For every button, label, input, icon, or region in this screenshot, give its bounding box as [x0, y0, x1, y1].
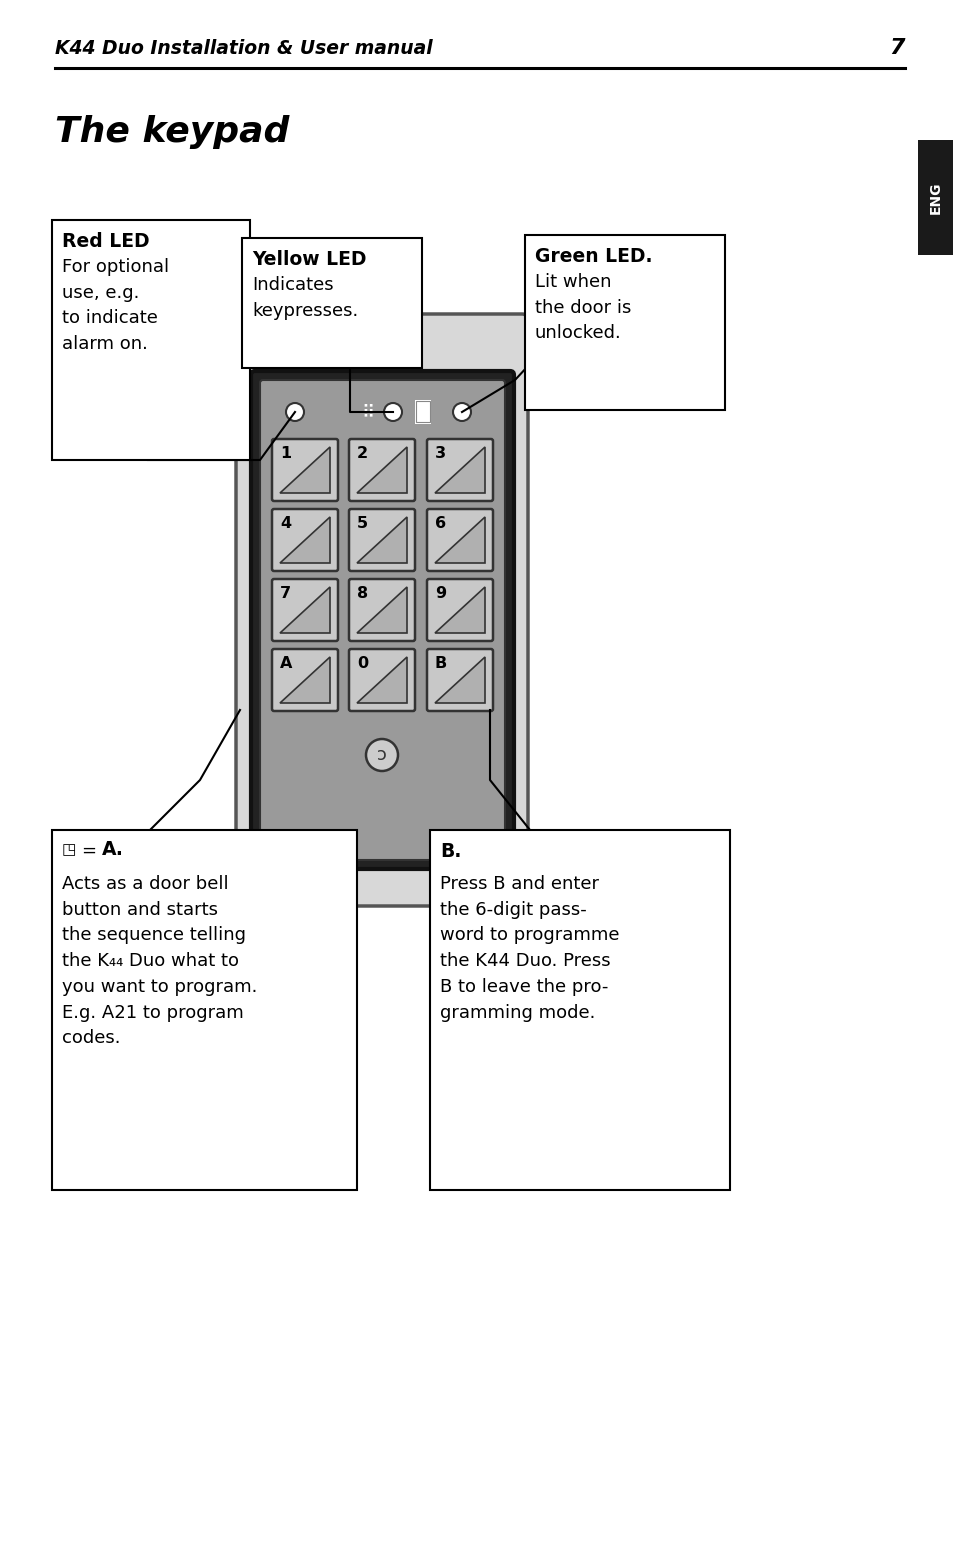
Text: B.: B.	[439, 842, 461, 861]
FancyBboxPatch shape	[427, 509, 493, 571]
Text: ENG: ENG	[928, 181, 942, 214]
Text: K44 Duo Installation & User manual: K44 Duo Installation & User manual	[55, 39, 432, 57]
FancyBboxPatch shape	[349, 579, 415, 641]
FancyBboxPatch shape	[235, 313, 527, 906]
Text: 5: 5	[356, 516, 368, 530]
Text: 6: 6	[435, 516, 446, 530]
Circle shape	[384, 403, 401, 420]
Polygon shape	[435, 516, 484, 563]
Polygon shape	[356, 447, 407, 493]
Bar	[242, 237, 421, 368]
Text: =: =	[82, 842, 103, 859]
FancyBboxPatch shape	[272, 648, 337, 710]
Bar	[52, 830, 356, 1190]
Circle shape	[366, 738, 397, 771]
Text: 1: 1	[280, 447, 291, 461]
Text: B: B	[435, 656, 447, 672]
FancyBboxPatch shape	[349, 648, 415, 710]
Polygon shape	[280, 516, 330, 563]
FancyBboxPatch shape	[427, 439, 493, 501]
FancyBboxPatch shape	[349, 439, 415, 501]
Text: 8: 8	[356, 586, 368, 600]
Text: Press B and enter
the 6-digit pass-
word to programme
the K44 Duo. Press
B to le: Press B and enter the 6-digit pass- word…	[439, 875, 618, 1022]
Text: 9: 9	[435, 586, 446, 600]
Text: A: A	[280, 656, 292, 672]
Text: 0: 0	[356, 656, 368, 672]
Circle shape	[286, 403, 304, 420]
Bar	[524, 236, 724, 409]
Text: Acts as a door bell
button and starts
the sequence telling
the K₄₄ Duo what to
y: Acts as a door bell button and starts th…	[62, 875, 257, 1047]
FancyBboxPatch shape	[272, 579, 337, 641]
Polygon shape	[280, 447, 330, 493]
Polygon shape	[356, 586, 407, 633]
Bar	[52, 220, 250, 461]
Bar	[415, 400, 431, 423]
Text: 4: 4	[280, 516, 291, 530]
Polygon shape	[356, 516, 407, 563]
FancyBboxPatch shape	[427, 579, 493, 641]
Text: ◳: ◳	[62, 842, 76, 858]
Text: Indicates
keypresses.: Indicates keypresses.	[252, 276, 358, 320]
Text: ↄ: ↄ	[376, 746, 387, 765]
Text: The keypad: The keypad	[55, 115, 289, 149]
Text: Red LED: Red LED	[62, 233, 150, 251]
Bar	[430, 830, 729, 1190]
FancyBboxPatch shape	[349, 509, 415, 571]
FancyBboxPatch shape	[260, 380, 504, 859]
Polygon shape	[435, 658, 484, 703]
Text: ⠿: ⠿	[361, 403, 375, 420]
Circle shape	[453, 403, 471, 420]
Text: A.: A.	[102, 841, 124, 859]
Polygon shape	[356, 658, 407, 703]
Polygon shape	[280, 586, 330, 633]
FancyBboxPatch shape	[272, 439, 337, 501]
Text: 3: 3	[435, 447, 446, 461]
Text: 7: 7	[888, 39, 904, 57]
Polygon shape	[280, 658, 330, 703]
Text: 7: 7	[280, 586, 291, 600]
Polygon shape	[435, 447, 484, 493]
Text: Yellow LED: Yellow LED	[252, 250, 366, 268]
Polygon shape	[416, 402, 430, 422]
Bar	[330, 295, 405, 335]
Bar	[917, 140, 953, 254]
FancyBboxPatch shape	[251, 371, 514, 869]
Text: For optional
use, e.g.
to indicate
alarm on.: For optional use, e.g. to indicate alarm…	[62, 257, 169, 354]
FancyBboxPatch shape	[427, 648, 493, 710]
Text: 2: 2	[356, 447, 368, 461]
FancyBboxPatch shape	[272, 509, 337, 571]
Polygon shape	[435, 586, 484, 633]
Text: Green LED.: Green LED.	[535, 247, 652, 267]
Text: Lit when
the door is
unlocked.: Lit when the door is unlocked.	[535, 273, 631, 343]
